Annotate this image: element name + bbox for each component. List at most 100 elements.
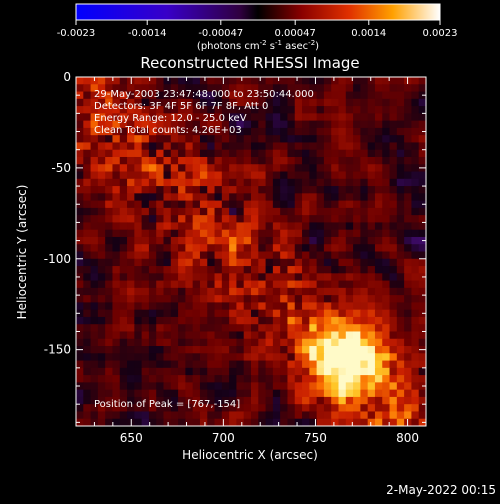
- heatmap-cell: [178, 338, 186, 347]
- heatmap-cell: [90, 375, 99, 383]
- heatmap-cell: [207, 91, 216, 100]
- heatmap-cell: [207, 258, 216, 267]
- heatmap-cell: [389, 302, 398, 311]
- heatmap-cell: [236, 149, 245, 158]
- heatmap-cell: [353, 84, 361, 93]
- heatmap-cell: [243, 331, 252, 340]
- heatmap-cell: [97, 171, 106, 180]
- heatmap-cell: [134, 193, 143, 202]
- heatmap-cell: [353, 367, 361, 376]
- heatmap-cell: [323, 295, 332, 303]
- heatmap-cell: [127, 120, 135, 129]
- heatmap-cell: [76, 302, 84, 311]
- annotation-line: Clean Total counts: 4.26E+03: [94, 125, 242, 136]
- heatmap-cell: [353, 411, 361, 420]
- heatmap-cell: [382, 98, 391, 107]
- heatmap-cell: [229, 302, 238, 311]
- heatmap-cell: [141, 91, 150, 100]
- heatmap-cell: [302, 331, 310, 340]
- heatmap-cell: [294, 353, 303, 362]
- heatmap-cell: [112, 135, 121, 144]
- heatmap-cell: [163, 302, 172, 311]
- heatmap-cell: [280, 324, 289, 333]
- heatmap-cell: [199, 375, 208, 383]
- heatmap-cell: [236, 360, 245, 369]
- heatmap-cell: [83, 360, 92, 369]
- heatmap-cell: [418, 135, 426, 144]
- heatmap-cell: [316, 156, 325, 165]
- heatmap-cell: [258, 389, 267, 398]
- heatmap-cell: [374, 164, 383, 173]
- heatmap-cell: [185, 156, 194, 165]
- heatmap-cell: [170, 193, 179, 202]
- heatmap-cell: [192, 346, 201, 354]
- heatmap-cell: [229, 98, 238, 107]
- heatmap-cell: [309, 186, 318, 194]
- heatmap-cell: [163, 382, 172, 391]
- heatmap-cell: [214, 273, 223, 282]
- heatmap-cell: [214, 127, 223, 136]
- heatmap-cell: [141, 331, 150, 340]
- heatmap-cell: [316, 396, 325, 405]
- heatmap-cell: [112, 215, 121, 224]
- heatmap-cell: [316, 178, 325, 187]
- heatmap-cell: [229, 149, 238, 158]
- heatmap-cell: [192, 404, 201, 413]
- heatmap-cell: [287, 331, 296, 340]
- heatmap-cell: [170, 164, 179, 173]
- heatmap-cell: [389, 229, 398, 238]
- heatmap-cell: [302, 338, 310, 347]
- heatmap-cell: [105, 200, 114, 209]
- heatmap-cell: [353, 287, 361, 296]
- heatmap-cell: [396, 244, 405, 253]
- heatmap-cell: [170, 77, 179, 85]
- heatmap-cell: [309, 273, 318, 282]
- heatmap-cell: [382, 418, 391, 426]
- heatmap-cell: [199, 135, 208, 144]
- heatmap-cell: [90, 127, 99, 136]
- heatmap-cell: [404, 127, 413, 136]
- heatmap-cell: [148, 251, 157, 260]
- heatmap-cell: [272, 127, 281, 136]
- heatmap-cell: [251, 316, 259, 325]
- heatmap-cell: [302, 411, 310, 420]
- heatmap-cell: [185, 127, 194, 136]
- heatmap-cell: [170, 302, 179, 311]
- heatmap-cell: [127, 164, 135, 173]
- heatmap-cell: [353, 156, 361, 165]
- heatmap-cell: [294, 280, 303, 289]
- heatmap-cell: [105, 309, 114, 318]
- heatmap-cell: [229, 360, 238, 369]
- heatmap-cell: [411, 244, 420, 253]
- colorbar-unit-label: (photons cm-2 s-1 asec-2): [197, 39, 319, 52]
- heatmap-cell: [382, 156, 391, 165]
- heatmap-cell: [411, 316, 420, 325]
- heatmap-cell: [192, 273, 201, 282]
- heatmap-cell: [112, 186, 121, 194]
- heatmap-cell: [170, 375, 179, 383]
- heatmap-cell: [221, 258, 230, 267]
- heatmap-cell: [163, 236, 172, 245]
- heatmap-cell: [229, 287, 238, 296]
- heatmap-cell: [389, 91, 398, 100]
- heatmap-cell: [280, 236, 289, 245]
- heatmap-cell: [331, 360, 340, 369]
- heatmap-cell: [170, 309, 179, 318]
- heatmap-cell: [272, 200, 281, 209]
- heatmap-cell: [360, 113, 369, 122]
- heatmap-cell: [119, 280, 128, 289]
- heatmap-cell: [345, 360, 354, 369]
- heatmap-cell: [411, 156, 420, 165]
- heatmap-cell: [185, 353, 194, 362]
- heatmap-cell: [280, 258, 289, 267]
- heatmap-cell: [382, 77, 391, 85]
- heatmap-cell: [309, 411, 318, 420]
- heatmap-cell: [367, 77, 376, 85]
- heatmap-cell: [207, 287, 216, 296]
- heatmap-cell: [163, 280, 172, 289]
- heatmap-cell: [309, 142, 318, 151]
- heatmap-cell: [374, 186, 383, 194]
- heatmap-cell: [396, 207, 405, 216]
- heatmap-cell: [367, 142, 376, 151]
- heatmap-cell: [141, 418, 150, 426]
